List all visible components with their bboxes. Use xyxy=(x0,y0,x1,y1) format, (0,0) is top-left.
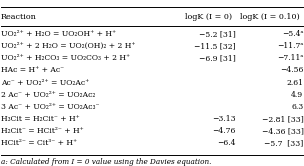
Text: −6.4: −6.4 xyxy=(217,139,236,147)
Text: −4.76: −4.76 xyxy=(212,127,236,135)
Text: −6.9 [31]: −6.9 [31] xyxy=(199,54,236,62)
Text: 2 Ac⁻ + UO₂²⁺ = UO₂Ac₂: 2 Ac⁻ + UO₂²⁺ = UO₂Ac₂ xyxy=(1,91,95,99)
Text: UO₂²⁺ + 2 H₂O = UO₂(OH)₂ + 2 H⁺: UO₂²⁺ + 2 H₂O = UO₂(OH)₂ + 2 H⁺ xyxy=(1,42,135,50)
Text: Ac⁻ + UO₂²⁺ = UO₂Ac⁺: Ac⁻ + UO₂²⁺ = UO₂Ac⁺ xyxy=(1,79,89,86)
Text: −5.4ᵃ: −5.4ᵃ xyxy=(282,30,303,38)
Text: HAc = H⁺ + Ac⁻: HAc = H⁺ + Ac⁻ xyxy=(1,66,64,74)
Text: −5.7  [33]: −5.7 [33] xyxy=(264,139,303,147)
Text: −7.11ᵃ: −7.11ᵃ xyxy=(277,54,303,62)
Text: −3.13: −3.13 xyxy=(212,115,236,123)
Text: −5.2 [31]: −5.2 [31] xyxy=(199,30,236,38)
Text: HCit²⁻ = Cit³⁻ + H⁺: HCit²⁻ = Cit³⁻ + H⁺ xyxy=(1,139,77,147)
Text: −11.7ᵃ: −11.7ᵃ xyxy=(277,42,303,50)
Text: logK (I = 0.10): logK (I = 0.10) xyxy=(240,13,300,21)
Text: −2.81 [33]: −2.81 [33] xyxy=(262,115,303,123)
Text: −4.56: −4.56 xyxy=(280,66,303,74)
Text: UO₂²⁺ + H₂O = UO₂OH⁺ + H⁺: UO₂²⁺ + H₂O = UO₂OH⁺ + H⁺ xyxy=(1,30,116,38)
Text: −4.36 [33]: −4.36 [33] xyxy=(261,127,303,135)
Text: −11.5 [32]: −11.5 [32] xyxy=(194,42,236,50)
Text: a: Calculated from I = 0 value using the Davies equation.: a: Calculated from I = 0 value using the… xyxy=(1,158,211,166)
Text: UO₂²⁺ + H₂CO₃ = UO₂CO₃ + 2 H⁺: UO₂²⁺ + H₂CO₃ = UO₂CO₃ + 2 H⁺ xyxy=(1,54,130,62)
Text: H₃Cit = H₂Cit⁻ + H⁺: H₃Cit = H₂Cit⁻ + H⁺ xyxy=(1,115,79,123)
Text: Reaction: Reaction xyxy=(1,13,36,21)
Text: 6.3: 6.3 xyxy=(291,103,303,111)
Text: logK (I = 0): logK (I = 0) xyxy=(185,13,233,21)
Text: 3 Ac⁻ + UO₂²⁺ = UO₂Ac₃⁻: 3 Ac⁻ + UO₂²⁺ = UO₂Ac₃⁻ xyxy=(1,103,99,111)
Text: 2.61: 2.61 xyxy=(286,79,303,86)
Text: 4.9: 4.9 xyxy=(291,91,303,99)
Text: H₂Cit⁻ = HCit²⁻ + H⁺: H₂Cit⁻ = HCit²⁻ + H⁺ xyxy=(1,127,83,135)
